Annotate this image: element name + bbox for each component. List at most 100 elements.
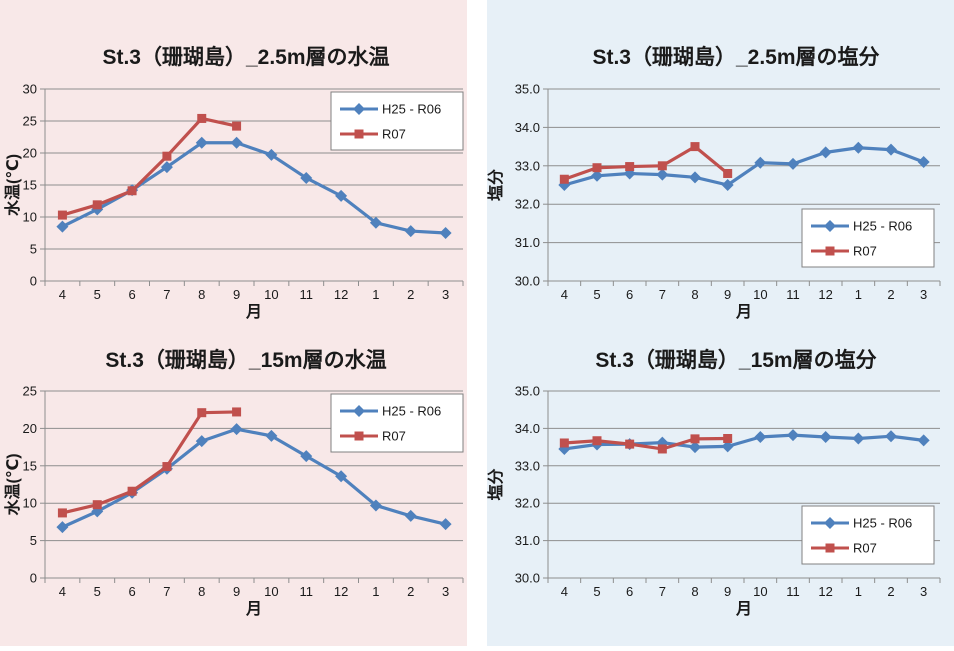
- x-tick-label: 8: [691, 287, 698, 302]
- series-marker-1: [723, 433, 733, 443]
- series-line-1: [60, 116, 239, 217]
- series-marker-0: [56, 220, 69, 233]
- x-tick-label: 4: [59, 584, 66, 599]
- x-tick-label: 7: [659, 584, 666, 599]
- x-tick-label: 11: [786, 287, 800, 302]
- series-marker-1: [232, 121, 242, 131]
- y-tick-label: 0: [30, 571, 37, 586]
- y-tick-label: 32.0: [515, 496, 540, 511]
- series-marker-1: [232, 407, 242, 417]
- x-tick-label: 11: [300, 584, 314, 599]
- x-tick-label: 7: [659, 287, 666, 302]
- series-marker-0: [404, 225, 417, 238]
- legend-swatch-marker: [354, 431, 364, 441]
- legend-box: [801, 505, 935, 565]
- x-tick-label: 6: [128, 584, 135, 599]
- chart-title: St.3（珊瑚島）_15m層の水温: [105, 348, 386, 372]
- series-marker-0: [754, 156, 767, 169]
- chart-svg-sal_15m: 30.031.032.033.034.035.04 5 6 7 8 9 10 11 12 1 2 3月…: [486, 348, 941, 618]
- legend: H25 - R06 R07: [801, 208, 935, 268]
- series-marker-0: [819, 146, 832, 159]
- series-marker-0: [230, 136, 243, 149]
- series-marker-0: [787, 429, 799, 442]
- series-line-1: [60, 410, 239, 515]
- legend-label: H25 - R06: [382, 404, 441, 419]
- y-tick-label: 10: [23, 496, 37, 511]
- legend-box: [330, 393, 464, 453]
- legend-label: R07: [853, 244, 877, 259]
- chart-water-temp-2-5m: 0 5 10 15 20 25 30 4 5 6 7 8 9 10 11 12 1 2 3 月水温(℃) St.3（珊瑚…: [0, 0, 467, 323]
- x-tick-label: 10: [753, 584, 767, 599]
- y-axis-title: 水温(℃): [3, 154, 22, 216]
- series-marker-0: [91, 505, 104, 518]
- series-marker-1: [625, 162, 635, 172]
- y-tick-label: 0: [30, 274, 37, 289]
- x-tick-label: 6: [128, 287, 135, 302]
- x-tick-label: 9: [724, 287, 731, 302]
- series-marker-0: [885, 143, 897, 156]
- series-marker-1: [127, 186, 137, 196]
- y-tick-label: 35.0: [515, 384, 540, 399]
- series-marker-0: [787, 157, 799, 170]
- series-marker-0: [721, 440, 734, 453]
- series-marker-0: [885, 430, 897, 443]
- legend: H25 - R06 R07: [801, 505, 935, 565]
- series-marker-1: [690, 142, 700, 152]
- series-marker-0: [160, 161, 173, 174]
- series-marker-1: [723, 168, 733, 178]
- x-tick-label: 4: [561, 584, 568, 599]
- x-tick-label: 3: [920, 287, 927, 302]
- series-marker-0: [265, 148, 278, 161]
- chart-salinity-2-5m: 30.0 31.0 32.0 33.0 34.0 35.0 4 5 6 7 8 9 10 11 12 1 2 3 月…: [486, 0, 954, 323]
- legend-label: H25 - R06: [382, 102, 441, 117]
- water-temperature-panel: 0 5 10 15 20 25 30 4 5 6 7 8 9 10 11 12 1 2 3 月水温(℃) St.3（珊瑚…: [0, 0, 467, 646]
- x-tick-label: 5: [94, 584, 101, 599]
- x-tick-label: 12: [334, 584, 348, 599]
- x-tick-label: 6: [626, 584, 633, 599]
- series-marker-0: [56, 521, 69, 534]
- series-marker-0: [689, 441, 701, 454]
- legend-swatch-marker: [353, 103, 365, 115]
- series-marker-1: [657, 444, 667, 454]
- y-tick-label: 35.0: [515, 82, 540, 97]
- legend: H25 - R06 R07: [330, 91, 464, 151]
- legend-label: R07: [382, 429, 406, 444]
- y-tick-label: 15: [23, 458, 37, 473]
- series-marker-0: [917, 155, 930, 168]
- legend-box: [801, 208, 935, 268]
- x-tick-label: 4: [59, 287, 66, 302]
- chart-svg-sal_2_5m: 30.031.032.033.034.035.04 5 6 7 8 9 10 11 12 1 2 3月…: [486, 45, 941, 321]
- x-axis-title: 月: [735, 303, 752, 321]
- x-tick-label: 1: [372, 287, 379, 302]
- series-marker-0: [335, 189, 348, 202]
- legend-label: R07: [853, 541, 877, 556]
- series-marker-0: [195, 435, 208, 448]
- x-tick-label: 3: [442, 287, 449, 302]
- x-tick-label: 5: [593, 287, 600, 302]
- series-marker-0: [195, 136, 208, 149]
- legend: H25 - R06 R07: [330, 393, 464, 453]
- series-marker-1: [657, 161, 667, 171]
- series-marker-1: [92, 500, 102, 510]
- y-tick-label: 33.0: [515, 458, 540, 473]
- salinity-panel: 30.0 31.0 32.0 33.0 34.0 35.0 4 5 6 7 8 9 10 11 12 1 2 3 月…: [486, 0, 954, 646]
- series-marker-0: [852, 141, 865, 154]
- series-marker-1: [57, 210, 67, 220]
- series-marker-0: [439, 227, 452, 239]
- series-marker-0: [656, 168, 669, 181]
- series-marker-1: [197, 408, 207, 418]
- chart-water-temp-15m: 0 5 10 15 20 25 4 5 6 7 8 9 10 11 12 1 2 3 月水温(℃) St.3（珊瑚島）…: [0, 323, 467, 646]
- series-marker-0: [439, 518, 452, 531]
- x-tick-label: 5: [593, 584, 600, 599]
- series-marker-1: [162, 462, 172, 472]
- chart-title: St.3（珊瑚島）_15m層の塩分: [595, 348, 876, 372]
- x-axis-title: 月: [245, 303, 262, 321]
- y-tick-label: 30: [23, 82, 37, 97]
- x-tick-label: 4: [561, 287, 568, 302]
- chart-salinity-15m: 30.0 31.0 32.0 33.0 34.0 35.0 4 5 6 7 8 9 10 11 12 1 2 3 月…: [486, 323, 954, 646]
- y-tick-label: 20: [23, 146, 37, 161]
- legend-label: R07: [382, 127, 406, 142]
- series-marker-0: [917, 434, 930, 447]
